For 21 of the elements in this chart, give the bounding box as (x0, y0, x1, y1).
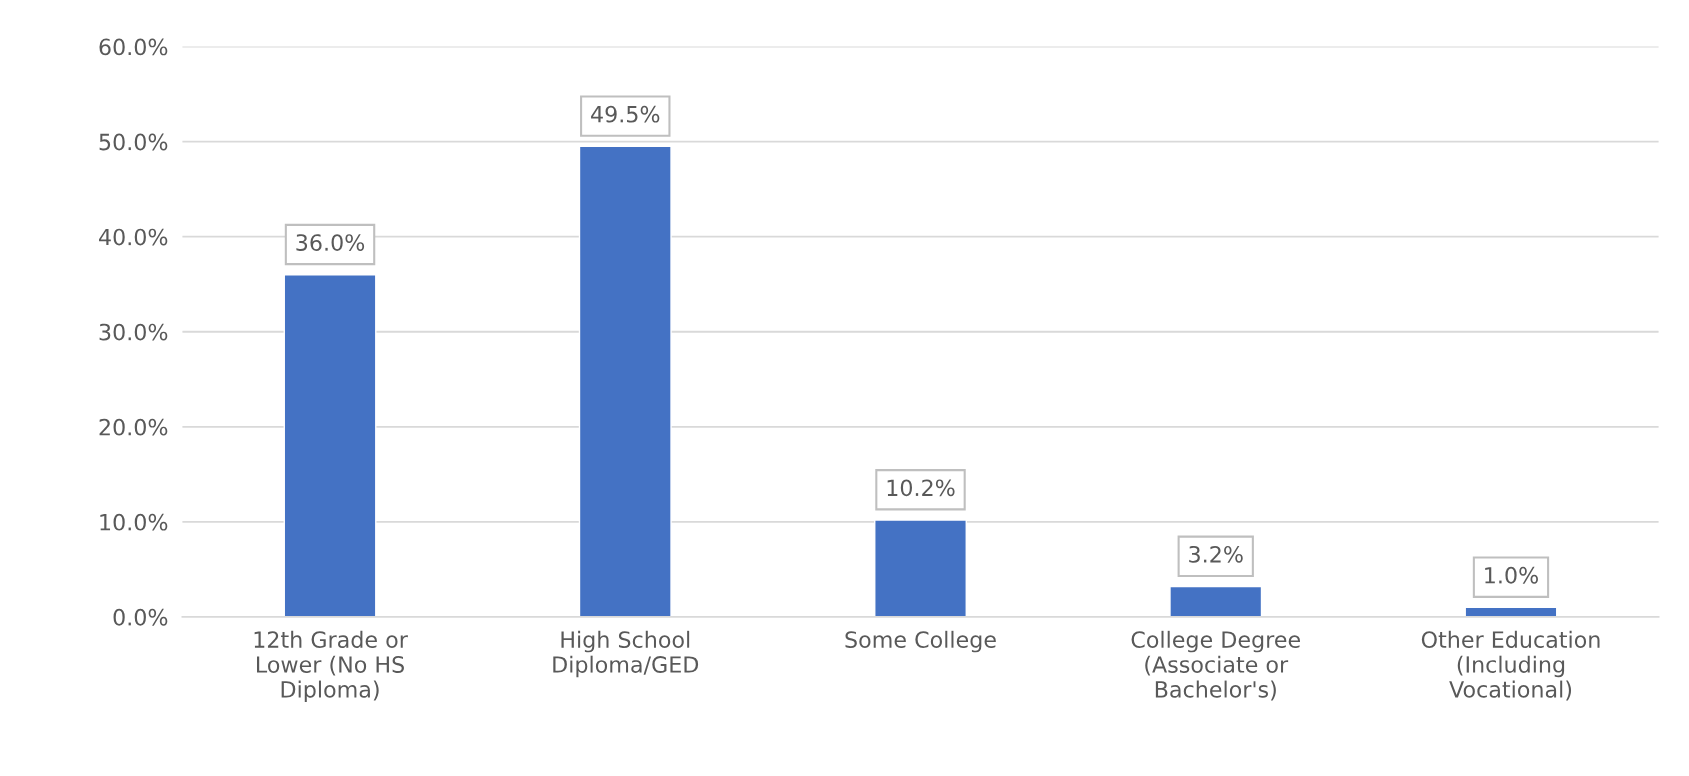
data-label: 10.2% (887, 479, 955, 497)
x-tick-label: 12th Grade or Lower (No HS Diploma) (254, 630, 408, 703)
y-tick-label: 0.0% (113, 608, 168, 626)
x-tick-label: College Degree (Associate or Bachelor's) (1131, 630, 1300, 701)
data-label: 36.0% (296, 234, 365, 251)
y-tick-label: 40.0% (99, 228, 168, 246)
bar (874, 519, 967, 617)
y-tick-label: 10.0% (100, 513, 168, 531)
x-tick-label: High School Diploma/GED (553, 630, 699, 678)
x-tick-label: Some College (845, 630, 996, 653)
y-tick-label: 50.0% (99, 133, 168, 151)
y-tick-label: 60.0% (99, 38, 168, 56)
y-tick-label: 30.0% (99, 323, 168, 341)
data-label: 49.5% (591, 105, 660, 123)
x-tick-label: Other Education (Including Vocational) (1421, 630, 1600, 701)
bar (1169, 585, 1263, 617)
bar (283, 274, 377, 617)
y-tick-label: 20.0% (99, 418, 168, 436)
data-label: 1.0% (1485, 566, 1538, 584)
bar (578, 145, 672, 617)
data-label: 3.2% (1189, 545, 1243, 563)
